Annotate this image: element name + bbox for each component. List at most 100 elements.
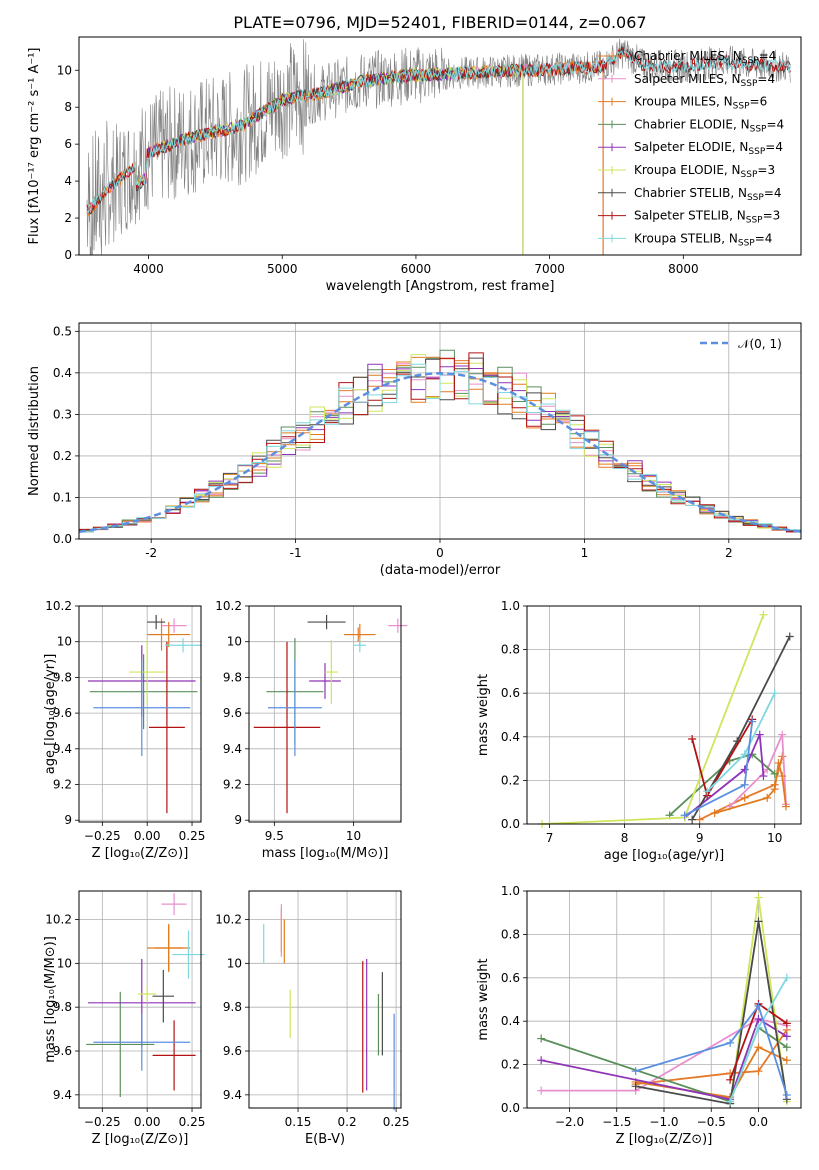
- y-tick-label: 9.4: [53, 1088, 72, 1102]
- x-tick-label: 0.00: [134, 1115, 161, 1129]
- mass-weight-marker: [754, 1067, 763, 1076]
- x-axis-label: Z [log₁₀(Z/Z⊙)]: [616, 1132, 713, 1147]
- axes-frame: [248, 605, 402, 823]
- x-tick-label: 7000: [534, 262, 565, 276]
- y-tick-label: 0.8: [501, 927, 520, 941]
- x-axis-label: (data-model)/error: [380, 563, 501, 578]
- mass-weight-marker: [631, 1067, 640, 1076]
- x-tick-label: 10: [346, 829, 361, 843]
- y-tick-label: 0.8: [501, 643, 520, 657]
- mass-weight-marker: [770, 785, 779, 794]
- mass-weight-marker: [782, 1090, 791, 1099]
- x-tick-label: 0.25: [383, 1115, 410, 1129]
- mass-weight-marker: [770, 689, 779, 698]
- mass-weight-line: [729, 734, 787, 808]
- y-tick-label: 0.0: [501, 817, 520, 831]
- x-axis-label: age [log₁₀(age/yr)]: [604, 848, 725, 863]
- mass-weight-marker: [774, 758, 783, 767]
- normal-curve: [79, 372, 801, 533]
- y-tick-label: 0.2: [501, 1058, 520, 1072]
- x-axis-label: mass [log₁₀(M/M⊙)]: [262, 846, 389, 861]
- y-tick-label: 10.2: [45, 912, 72, 926]
- y-tick-label: 6: [64, 137, 72, 151]
- y-tick-label: 0.2: [501, 773, 520, 787]
- y-tick-label: 9: [64, 813, 72, 827]
- y-tick-label: 0.1: [53, 490, 72, 504]
- y-tick-label: 10: [57, 956, 72, 970]
- x-tick-label: 5000: [267, 262, 298, 276]
- mass-weight-marker: [754, 1043, 763, 1052]
- y-tick-label: 9.6: [223, 706, 242, 720]
- y-tick-label: 9: [234, 813, 242, 827]
- x-tick-label: 0.2: [338, 1115, 357, 1129]
- x-tick-label: 0.0: [749, 1115, 768, 1129]
- x-axis-label: Z [log₁₀(Z/Z⊙)]: [92, 846, 189, 861]
- y-tick-label: 8: [64, 100, 72, 114]
- y-tick-label: 9.8: [223, 670, 242, 684]
- mass-weight-marker: [781, 802, 790, 811]
- observed-spectrum: [86, 38, 791, 255]
- mass-weight-marker: [754, 917, 763, 926]
- axes-frame: [78, 322, 802, 540]
- mass-weight-marker: [755, 730, 764, 739]
- y-tick-label: 9.6: [223, 1044, 242, 1058]
- y-tick-label: 0.6: [501, 686, 520, 700]
- model-spectrum-line: [86, 50, 791, 214]
- mass-weight-line: [635, 921, 788, 1105]
- mass-weight-marker: [754, 1015, 763, 1024]
- x-axis-label: wavelength [Angstrom, rest frame]: [326, 279, 555, 294]
- mass-weight-marker: [710, 809, 719, 818]
- x-tick-label: 0.25: [179, 829, 206, 843]
- x-tick-label: 7: [546, 831, 554, 845]
- mass-weight-marker: [778, 752, 787, 761]
- mass-weight-marker: [688, 815, 697, 824]
- x-tick-label: 2: [725, 546, 733, 560]
- axes-frame: [78, 605, 202, 823]
- mass-weight-marker: [763, 793, 772, 802]
- y-tick-label: 10: [227, 635, 242, 649]
- y-tick-label: 2: [64, 211, 72, 225]
- x-tick-label: 8: [621, 831, 629, 845]
- legend-label: Kroupa STELIB, NSSP=4: [634, 231, 772, 248]
- mass-weight-marker: [740, 750, 749, 759]
- mass-weight-line: [635, 1004, 788, 1096]
- mass-weight-marker: [782, 1056, 791, 1065]
- y-tick-label: 9.2: [223, 778, 242, 792]
- y-tick-label: 0.3: [53, 407, 72, 421]
- y-tick-label: 10: [57, 63, 72, 77]
- legend-label: Salpeter MILES, NSSP=4: [634, 72, 775, 89]
- x-tick-label: −1.5: [602, 1115, 631, 1129]
- x-tick-label: −0.25: [84, 1115, 121, 1129]
- y-tick-label: 10: [227, 956, 242, 970]
- axes-frame: [526, 890, 802, 1109]
- axes-frame: [526, 605, 802, 825]
- mass-weight-marker: [754, 1023, 763, 1032]
- y-tick-label: 9.4: [53, 742, 72, 756]
- mass-weight-marker: [631, 1082, 640, 1091]
- model-spectrum-line: [86, 46, 791, 215]
- mass-weight-marker: [726, 1075, 735, 1084]
- mass-weight-marker: [785, 632, 794, 641]
- mass-weight-marker: [754, 893, 763, 902]
- mass-weight-marker: [748, 717, 757, 726]
- mass-weight-marker: [770, 769, 779, 778]
- y-tick-label: 1.0: [501, 599, 520, 613]
- x-tick-label: 0.00: [134, 829, 161, 843]
- y-tick-label: 10.2: [215, 599, 242, 613]
- mass-weight-marker: [740, 793, 749, 802]
- x-tick-label: 0.15: [285, 1115, 312, 1129]
- mass-weight-marker: [759, 610, 768, 619]
- mass-weight-marker: [754, 1002, 763, 1011]
- mass-weight-marker: [688, 734, 697, 743]
- legend-label: 𝒩(0, 1): [738, 337, 782, 351]
- legend-label: Salpeter STELIB, NSSP=3: [634, 209, 780, 226]
- x-tick-label: 8000: [668, 262, 699, 276]
- mass-weight-marker: [782, 1043, 791, 1052]
- x-axis-label: E(B-V): [305, 1132, 345, 1147]
- y-tick-label: 0.5: [53, 324, 72, 338]
- x-tick-label: -1: [290, 546, 302, 560]
- y-tick-label: 0.4: [501, 1014, 520, 1028]
- y-tick-label: 0.6: [501, 971, 520, 985]
- y-tick-label: 9.6: [53, 1044, 72, 1058]
- mass-weight-marker: [537, 1034, 546, 1043]
